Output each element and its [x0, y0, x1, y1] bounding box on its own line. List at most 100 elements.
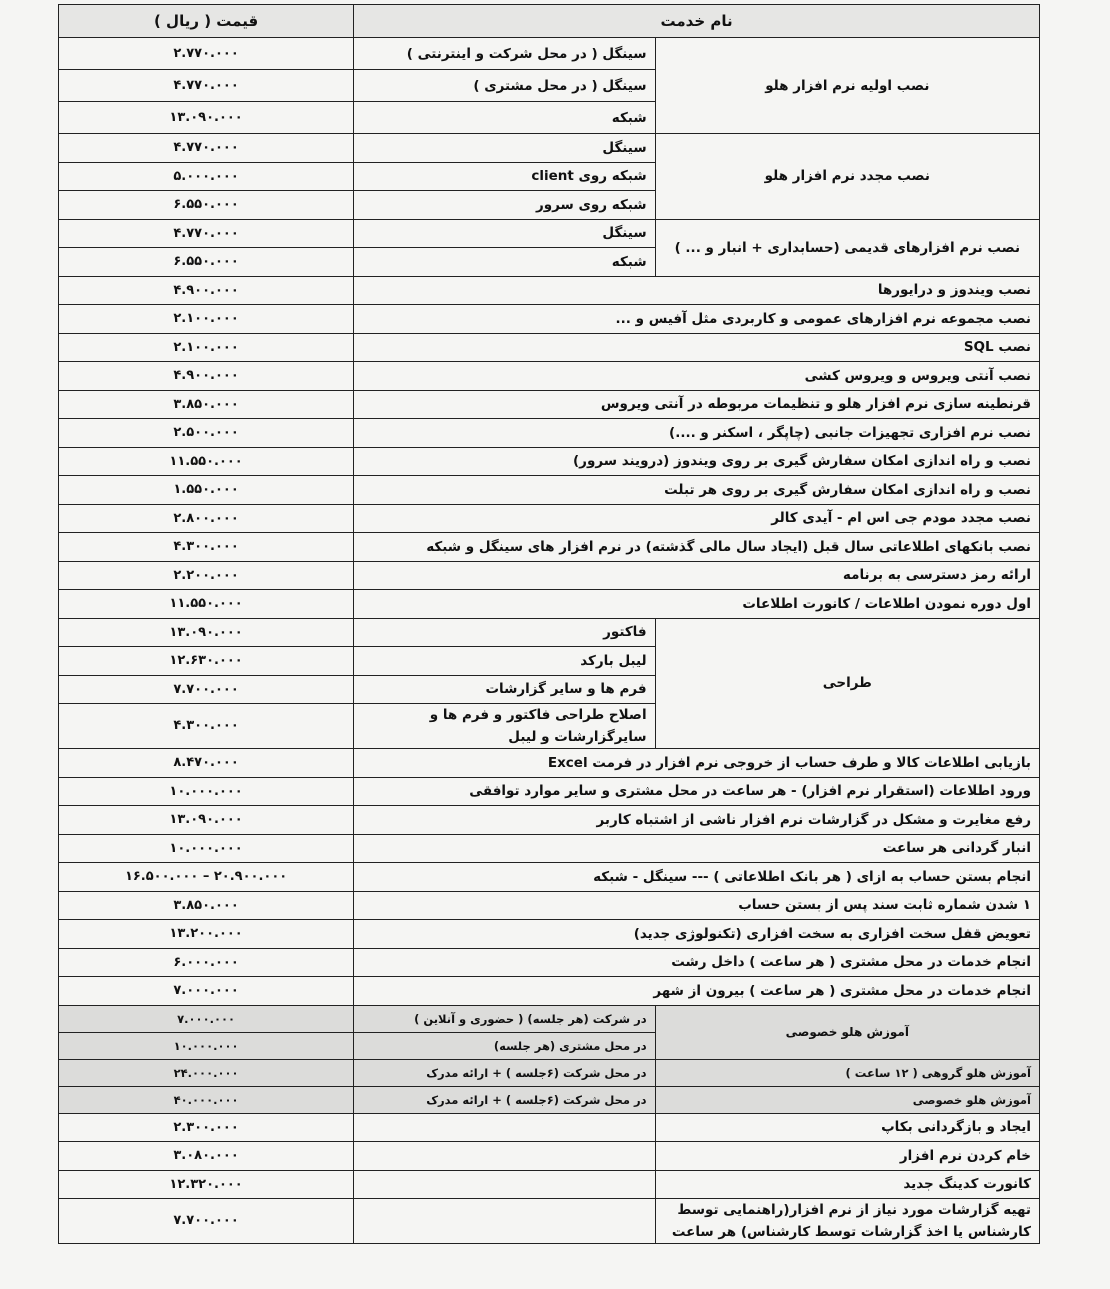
service-price: ۴.۷۷۰.۰۰۰ [57, 218, 355, 248]
table-row: خام کردن نرم افزار ۳.۰۸۰.۰۰۰ [57, 1141, 1041, 1171]
table-row: بازیابی اطلاعات کالا و طرف حساب از خروجی… [57, 748, 1040, 778]
service-option-label: شبکه روی سرور [353, 190, 656, 220]
service-price: ۳.۸۵۰.۰۰۰ [57, 890, 355, 920]
service-name: نصب مجموعه نرم افزارهای عمومی و کاربردی … [353, 304, 1040, 334]
table-row: ارائه رمز دسترسی به برنامه ۲.۲۰۰.۰۰۰ [57, 560, 1040, 590]
service-name: ارائه رمز دسترسی به برنامه [353, 560, 1040, 590]
service-name: آموزش هلو گروهی ( ۱۲ ساعت ) [654, 1058, 1041, 1087]
table-row: آموزش هلو خصوصی در شرکت (هر جلسه) ( حضوری… [57, 1004, 1041, 1060]
table-row: اول دوره نمودن اطلاعات / کانورت اطلاعات ۱… [57, 589, 1040, 619]
service-name: نصب مجدد مودم جی اس ام - آیدی کالر [353, 503, 1040, 533]
table-row: ایجاد و بازگردانی بکاپ ۲.۳۰۰.۰۰۰ [57, 1112, 1041, 1142]
table-row: کانورت کدینگ جدید ۱۲.۳۲۰.۰۰۰ [57, 1169, 1041, 1199]
table-row: نصب و راه اندازی امکان سفارش گیری بر روی… [57, 475, 1040, 505]
service-price: ۷.۰۰۰.۰۰۰ [57, 976, 355, 1006]
service-price: ۱.۵۵۰.۰۰۰ [57, 475, 355, 505]
service-option-label [353, 1198, 656, 1244]
service-option-label: در محل شرکت (۶جلسه ) + ارائه مدرک [353, 1085, 656, 1114]
service-price: ۴۰.۰۰۰.۰۰۰ [57, 1085, 355, 1114]
service-price: ۱۳.۰۹۰.۰۰۰ [57, 101, 355, 134]
service-name: آموزش هلو خصوصی [654, 1085, 1041, 1114]
service-price: ۶.۰۰۰.۰۰۰ [57, 947, 355, 977]
service-price: ۲.۱۰۰.۰۰۰ [57, 304, 355, 334]
price-list-body: نصب اولیه نرم افزار هلو سینگل ( در محل شر… [57, 37, 1041, 1244]
service-name: ورود اطلاعات (استقرار نرم افزار) - هر سا… [353, 776, 1040, 806]
service-option-label [353, 1112, 656, 1142]
table-row: قرنطینه سازی نرم افزار هلو و تنظیمات مرب… [57, 389, 1040, 419]
table-row: انجام خدمات در محل مشتری ( هر ساعت ) بیر… [57, 976, 1040, 1006]
service-price: ۲.۱۰۰.۰۰۰ [57, 332, 355, 362]
service-price: ۷.۷۰۰.۰۰۰ [57, 674, 355, 704]
table-row: آموزش هلو گروهی ( ۱۲ ساعت ) در محل شرکت (… [57, 1058, 1041, 1087]
table-row: سینگل ( در محل مشتری ) ۴.۷۷۰.۰۰۰ [57, 69, 1040, 102]
service-price: ۱۰.۰۰۰.۰۰۰ [57, 1031, 355, 1060]
service-option-label: فاکتور [353, 617, 656, 647]
service-price: ۷.۷۰۰.۰۰۰ [57, 1198, 355, 1244]
service-name-header: نام خدمت [353, 4, 1040, 38]
service-group-name: نصب اولیه نرم افزار هلو [654, 37, 1041, 134]
service-option-label: در محل شرکت (۶جلسه ) + ارائه مدرک [353, 1058, 656, 1087]
service-group-name: طراحی [654, 617, 1041, 749]
service-option-label: در محل مشتری (هر جلسه) [353, 1031, 656, 1060]
table-row: انجام بستن حساب به ازای ( هر بانک اطلاعا… [57, 862, 1040, 892]
service-price: ۲.۸۰۰.۰۰۰ [57, 503, 355, 533]
service-price: ۴.۷۷۰.۰۰۰ [57, 133, 355, 163]
table-row: انبار گردانی هر ساعت ۱۰.۰۰۰.۰۰۰ [57, 833, 1040, 863]
table-row: شبکه ۱۳.۰۹۰.۰۰۰ [57, 101, 1040, 134]
service-group-name: نصب مجدد نرم افزار هلو [654, 133, 1041, 220]
service-name: نصب ویندوز و درایورها [353, 275, 1040, 305]
service-option-label: اصلاح طراحی فاکتور و فرم ها و سایرگزارشا… [353, 703, 656, 749]
service-name: نصب بانکهای اطلاعاتی سال قبل (ایجاد سال … [353, 532, 1040, 562]
service-name: تعویض قفل سخت افزاری به سخت افزاری (تکنو… [353, 919, 1040, 949]
service-group-name: نصب نرم افزارهای قدیمی (حسابداری + انبار… [654, 218, 1041, 277]
service-price: ۲.۷۷۰.۰۰۰ [57, 37, 355, 70]
service-price: ۲.۵۰۰.۰۰۰ [57, 418, 355, 448]
service-price: ۱۰.۰۰۰.۰۰۰ [57, 776, 355, 806]
service-price: ۴.۹۰۰.۰۰۰ [57, 361, 355, 391]
service-price: ۳.۸۵۰.۰۰۰ [57, 389, 355, 419]
service-price: ۱۶.۵۰۰.۰۰۰ – ۲۰.۹۰۰.۰۰۰ [57, 862, 355, 892]
service-option-label: شبکه [353, 247, 656, 277]
table-row: آموزش هلو خصوصی در محل شرکت (۶جلسه ) + ار… [57, 1085, 1041, 1114]
table-row: طراحی فاکتور ۱۳.۰۹۰.۰۰۰ [57, 617, 1041, 749]
service-option-label: شبکه [353, 101, 656, 134]
service-price: ۱۲.۶۳۰.۰۰۰ [57, 646, 355, 676]
service-price: ۱۳.۰۹۰.۰۰۰ [57, 617, 355, 647]
service-name: انجام بستن حساب به ازای ( هر بانک اطلاعا… [353, 862, 1040, 892]
service-price: ۲۴.۰۰۰.۰۰۰ [57, 1058, 355, 1087]
table-row: نصب ویندوز و درایورها ۴.۹۰۰.۰۰۰ [57, 275, 1040, 305]
service-price: ۷.۰۰۰.۰۰۰ [57, 1004, 355, 1033]
service-price: ۱۳.۲۰۰.۰۰۰ [57, 919, 355, 949]
service-price: ۴.۷۷۰.۰۰۰ [57, 69, 355, 102]
service-name: بازیابی اطلاعات کالا و طرف حساب از خروجی… [353, 748, 1040, 778]
service-option-label: در شرکت (هر جلسه) ( حضوری و آنلاین ) [353, 1004, 656, 1033]
service-name: کانورت کدینگ جدید [654, 1169, 1041, 1199]
service-name: انجام خدمات در محل مشتری ( هر ساعت ) بیر… [353, 976, 1040, 1006]
service-option-label: شبکه روی client [353, 161, 656, 191]
service-price: ۴.۹۰۰.۰۰۰ [57, 275, 355, 305]
table-row: نصب مجدد نرم افزار هلو سینگل ۴.۷۷۰.۰۰۰ [57, 133, 1041, 220]
service-name: ایجاد و بازگردانی بکاپ [654, 1112, 1041, 1142]
table-row: نصب مجدد مودم جی اس ام - آیدی کالر ۲.۸۰۰.… [57, 503, 1040, 533]
table-row: انجام خدمات در محل مشتری ( هر ساعت ) داخ… [57, 947, 1040, 977]
service-price: ۸.۴۷۰.۰۰۰ [57, 748, 355, 778]
service-price: ۱۱.۵۵۰.۰۰۰ [57, 446, 355, 476]
service-name: قرنطینه سازی نرم افزار هلو و تنظیمات مرب… [353, 389, 1040, 419]
service-name: رفع مغایرت و مشکل در گزارشات نرم افزار ن… [353, 805, 1040, 835]
table-row: نصب اولیه نرم افزار هلو سینگل ( در محل شر… [57, 37, 1041, 134]
service-option-label: سینگل ( در محل شرکت و اینترنتی ) [353, 37, 656, 70]
service-name: انجام خدمات در محل مشتری ( هر ساعت ) داخ… [353, 947, 1040, 977]
service-name: نصب آنتی ویروس و ویروس کشی [353, 361, 1040, 391]
service-name: نصب SQL [353, 332, 1040, 362]
service-name: نصب و راه اندازی امکان سفارش گیری بر روی… [353, 475, 1040, 505]
table-row: نصب نرم افزاری تجهیزات جانبی (چاپگر ، اس… [57, 418, 1040, 448]
table-row: رفع مغایرت و مشکل در گزارشات نرم افزار ن… [57, 805, 1040, 835]
table-row: ورود اطلاعات (استقرار نرم افزار) - هر سا… [57, 776, 1040, 806]
service-option-label: فرم ها و سایر گزارشات [353, 674, 656, 704]
header-row: نام خدمت قیمت ( ریال ) [57, 4, 1040, 38]
table-row: اصلاح طراحی فاکتور و فرم ها و سایرگزارشا… [57, 703, 1040, 749]
service-option-label [353, 1169, 656, 1199]
service-price: ۵.۰۰۰.۰۰۰ [57, 161, 355, 191]
table-row: ۱ شدن شماره ثابت سند پس از بستن حساب ۳.۸۵… [57, 890, 1040, 920]
table-row: نصب بانکهای اطلاعاتی سال قبل (ایجاد سال … [57, 532, 1040, 562]
